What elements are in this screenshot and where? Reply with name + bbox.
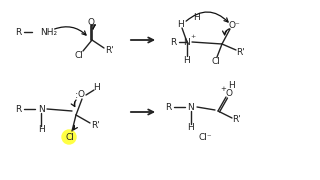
Text: Cl: Cl xyxy=(75,51,84,60)
Text: H: H xyxy=(38,125,44,134)
Text: +: + xyxy=(190,33,196,39)
Text: Cl: Cl xyxy=(66,132,75,141)
Text: N: N xyxy=(184,37,190,46)
Text: N: N xyxy=(188,102,194,111)
Text: H: H xyxy=(184,55,190,64)
Text: :: : xyxy=(76,90,79,100)
Text: H: H xyxy=(194,12,200,21)
Text: R: R xyxy=(15,105,21,114)
Text: Cl⁻: Cl⁻ xyxy=(198,132,212,141)
Text: R': R' xyxy=(236,48,245,57)
Text: R: R xyxy=(15,28,21,37)
Text: O⁻: O⁻ xyxy=(228,21,240,30)
Text: R': R' xyxy=(233,116,241,125)
Text: Cl: Cl xyxy=(212,57,220,66)
Text: O: O xyxy=(77,89,84,98)
Text: N: N xyxy=(38,105,44,114)
Text: NH₂: NH₂ xyxy=(40,28,57,37)
Text: O: O xyxy=(226,89,233,98)
Text: O: O xyxy=(88,17,95,26)
Text: H: H xyxy=(188,123,194,132)
Text: R': R' xyxy=(91,120,100,129)
Circle shape xyxy=(62,130,76,144)
Text: +: + xyxy=(220,86,226,92)
Text: H: H xyxy=(94,82,100,91)
Text: R: R xyxy=(165,102,171,111)
Text: H: H xyxy=(178,19,184,28)
Text: H: H xyxy=(228,80,236,89)
Text: R: R xyxy=(170,37,176,46)
Text: R': R' xyxy=(105,46,113,55)
